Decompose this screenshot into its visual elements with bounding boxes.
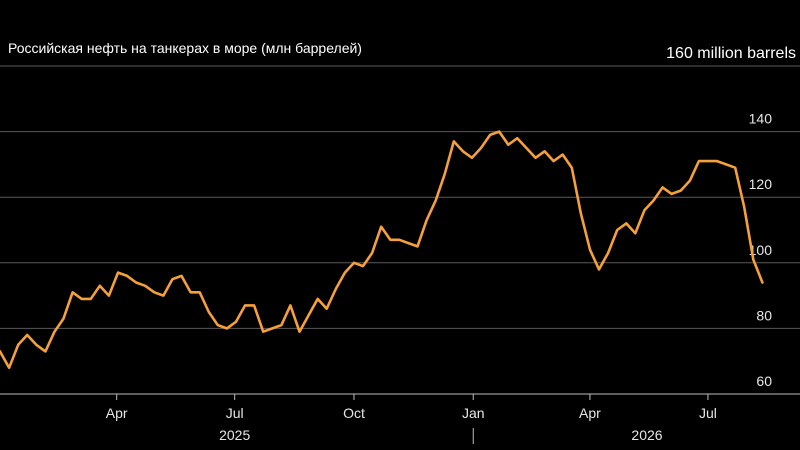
y-tick-label: 100 (749, 242, 773, 258)
y-tick-label: 60 (756, 373, 772, 389)
x-tick-label: Jul (699, 405, 717, 421)
x-axis: Apr Jul Oct Jan Apr Jul 2025 2026 (0, 393, 800, 444)
y-axis-ticks: 60 80 100 120 140 160 million barrels (666, 45, 796, 389)
y-tick-label: 120 (749, 176, 773, 192)
y-unit-label: 160 million barrels (666, 45, 796, 62)
x-tick-label: Jan (462, 405, 485, 421)
x-tick-label: Apr (579, 405, 601, 421)
x-tick-label: Apr (106, 405, 128, 421)
grid-lines (0, 65, 800, 329)
series-line (0, 130, 764, 370)
year-label: 2026 (631, 427, 662, 443)
x-tick-label: Oct (343, 405, 365, 421)
year-label: 2025 (219, 427, 250, 443)
series-layer (0, 130, 764, 370)
y-tick-label: 140 (749, 111, 773, 127)
x-tick-label: Jul (226, 405, 244, 421)
chart-title: Российская нефть на танкерах в море (млн… (8, 40, 362, 56)
y-tick-label: 80 (756, 307, 772, 323)
